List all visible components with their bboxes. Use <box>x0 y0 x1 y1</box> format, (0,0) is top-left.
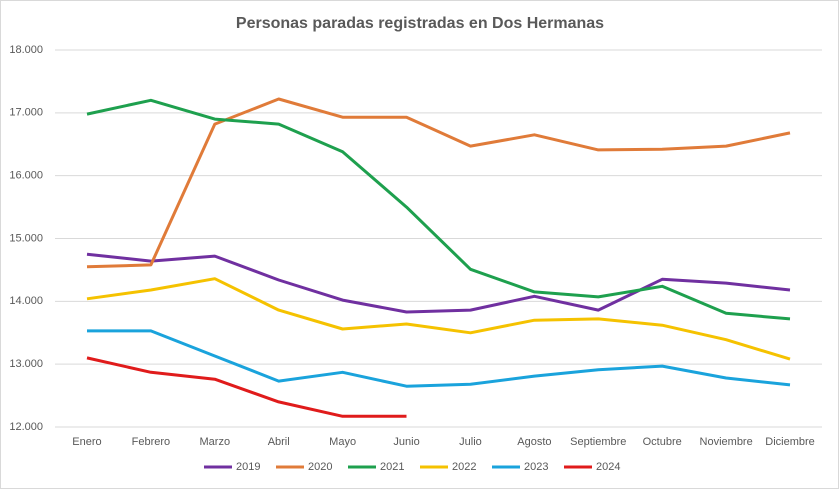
y-tick-label: 13.000 <box>9 358 43 370</box>
legend-label: 2019 <box>236 461 260 473</box>
y-tick-label: 14.000 <box>9 295 43 307</box>
x-tick-label: Abril <box>268 436 290 448</box>
legend-label: 2020 <box>308 461 332 473</box>
series-line <box>86 252 791 314</box>
y-tick-label: 15.000 <box>9 232 43 244</box>
series-line <box>86 356 407 418</box>
x-tick-label: Junio <box>393 436 419 448</box>
series-line <box>86 277 791 361</box>
y-tick-label: 18.000 <box>9 44 43 56</box>
x-tick-label: Mayo <box>329 436 356 448</box>
legend-label: 2024 <box>596 461 620 473</box>
chart-title: Personas paradas registradas en Dos Herm… <box>236 15 604 32</box>
legend-label: 2022 <box>452 461 476 473</box>
y-tick-label: 12.000 <box>9 421 43 433</box>
x-tick-label: Agosto <box>517 436 551 448</box>
series-line <box>87 329 791 388</box>
series-line <box>86 98 791 321</box>
x-tick-label: Septiembre <box>570 436 626 448</box>
legend-label: 2023 <box>524 461 548 473</box>
x-tick-label: Noviembre <box>700 436 753 448</box>
x-tick-label: Octubre <box>643 436 682 448</box>
y-tick-label: 16.000 <box>9 170 43 182</box>
legend-label: 2021 <box>380 461 404 473</box>
x-tick-label: Marzo <box>200 436 231 448</box>
x-tick-label: Febrero <box>132 436 171 448</box>
x-tick-label: Diciembre <box>765 436 815 448</box>
y-tick-label: 17.000 <box>9 107 43 119</box>
x-tick-label: Julio <box>459 436 482 448</box>
series-line <box>86 97 791 269</box>
x-tick-label: Enero <box>72 436 101 448</box>
